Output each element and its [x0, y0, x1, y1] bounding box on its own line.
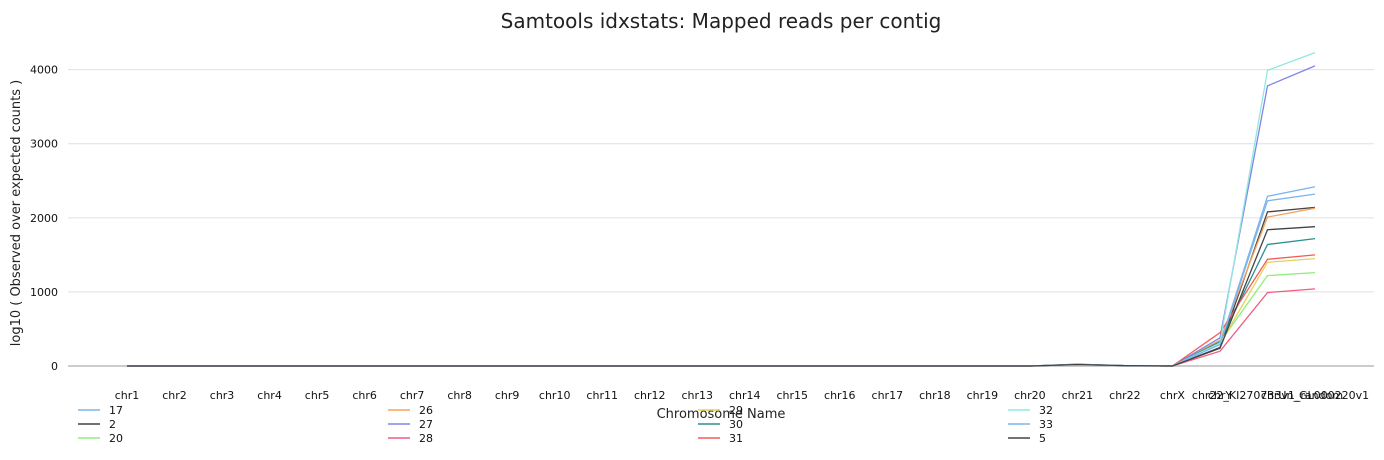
y-tick-label: 2000: [30, 212, 58, 225]
gridlines: [68, 69, 1374, 367]
legend-label: 17: [109, 404, 123, 417]
legend-item[interactable]: 33: [1008, 418, 1053, 431]
legend-label: 33: [1039, 418, 1053, 431]
series-lines: [127, 51, 1316, 367]
x-axis-label: Chromosome Name: [657, 407, 786, 422]
x-tick-label: chr22: [1109, 389, 1141, 402]
x-tick-label: chr4: [257, 389, 282, 402]
series-line-29: [127, 257, 1316, 367]
x-tick-label: chr18: [919, 389, 951, 402]
x-tick-label: chrX: [1160, 389, 1186, 402]
y-tick-label: 0: [51, 360, 58, 373]
x-tick-label: chr11: [586, 389, 618, 402]
legend-item[interactable]: 17: [78, 404, 123, 417]
x-tick-label: chr20: [1014, 389, 1046, 402]
x-tick-label: chr10: [539, 389, 571, 402]
legend-item[interactable]: 32: [1008, 404, 1053, 417]
legend-label: 32: [1039, 404, 1053, 417]
x-axis-ticks: chr1 chr2 chr3 chr4 chr5 chr6 chr7 chr8 chr9 chr1…: [115, 389, 1369, 402]
legend-item[interactable]: 29: [698, 404, 743, 417]
series-line-31: [127, 254, 1316, 367]
legend-label: 26: [419, 404, 433, 417]
x-tick-label: chr5: [305, 389, 330, 402]
x-tick-label: chr2: [162, 389, 187, 402]
x-tick-label: chr8: [447, 389, 472, 402]
chart-title: Samtools idxstats: Mapped reads per cont…: [501, 9, 942, 33]
series-line-33: [127, 193, 1316, 367]
x-tick-label: chrY: [1208, 389, 1233, 402]
x-tick-label: chr3: [210, 389, 235, 402]
y-tick-label: 3000: [30, 138, 58, 151]
legend-label: 5: [1039, 432, 1046, 445]
x-tick-label: chr1: [115, 389, 140, 402]
x-tick-label: chr9: [495, 389, 520, 402]
x-tick-label: chr19: [967, 389, 999, 402]
y-axis-ticks: 0 1000 2000 3000 4000: [30, 64, 58, 373]
legend-label: 20: [109, 432, 123, 445]
x-tick-label: chr6: [352, 389, 377, 402]
series-line-5: [127, 226, 1316, 367]
legend-label: 2: [109, 418, 116, 431]
legend-label: 27: [419, 418, 433, 431]
series-line-17: [127, 186, 1316, 367]
legend-item[interactable]: 5: [1008, 432, 1046, 445]
series-line-28: [127, 288, 1316, 367]
x-tick-label: chr14: [729, 389, 761, 402]
legend-item[interactable]: 26: [388, 404, 433, 417]
legend-item[interactable]: 27: [388, 418, 433, 431]
legend-item[interactable]: 31: [698, 432, 743, 445]
x-tick-label: chr21: [1062, 389, 1094, 402]
legend-item[interactable]: 30: [698, 418, 743, 431]
x-tick-label: chr17: [872, 389, 904, 402]
y-tick-label: 4000: [30, 64, 58, 77]
legend-label: 29: [729, 404, 743, 417]
series-line-20: [127, 271, 1316, 367]
x-tick-label: chr22_KI270733v1_random: [1192, 389, 1343, 402]
legend-item[interactable]: 28: [388, 432, 433, 445]
series-line-2: [127, 206, 1316, 367]
series-line-26: [127, 207, 1316, 367]
x-tick-label: chr7: [400, 389, 425, 402]
x-tick-label: chr12: [634, 389, 666, 402]
legend-item[interactable]: 2: [78, 418, 116, 431]
series-line-32: [127, 51, 1316, 367]
legend-label: 31: [729, 432, 743, 445]
series-line-27: [127, 65, 1316, 367]
y-axis-label: log10 ( Observed over expected counts ): [9, 80, 24, 347]
y-tick-label: 1000: [30, 286, 58, 299]
series-line-30: [127, 237, 1316, 367]
x-tick-label: chrUn_GL000220v1: [1261, 389, 1369, 402]
x-tick-label: chr13: [681, 389, 713, 402]
x-tick-label: chr16: [824, 389, 856, 402]
legend-label: 30: [729, 418, 743, 431]
legend-item[interactable]: 20: [78, 432, 123, 445]
legend-label: 28: [419, 432, 433, 445]
x-tick-label: chr15: [777, 389, 809, 402]
